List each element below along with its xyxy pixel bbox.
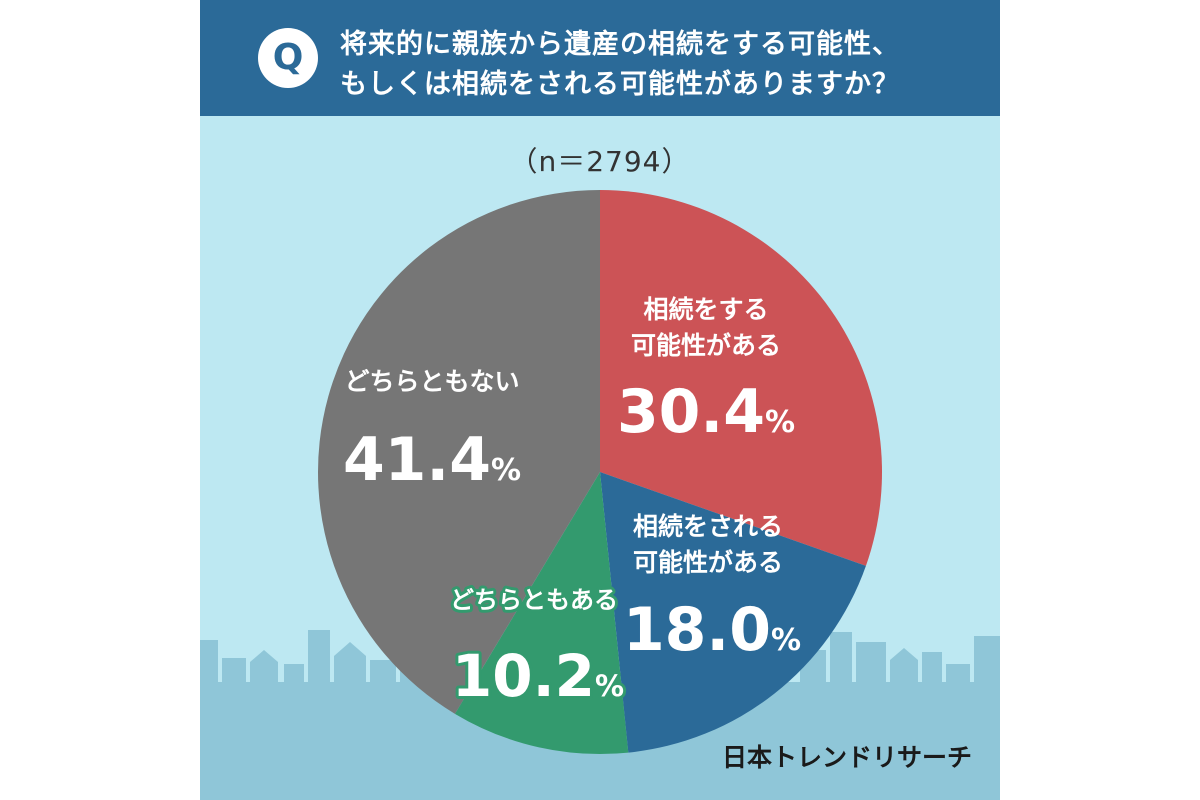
pie-slice-inherit — [600, 190, 883, 566]
pie-slice-both — [454, 472, 629, 754]
slice-value-inherited-from: 18.0% — [623, 595, 801, 665]
question-line-1: 将来的に親族から遺産の相続をする可能性、 — [340, 29, 900, 60]
slice-value-both: 10.2% — [452, 642, 624, 710]
brand-logo-text: 日本トレンドリサーチ — [721, 743, 972, 772]
question-header: Q 将来的に親族から遺産の相続をする可能性、 もしくは相続をされる可能性がありま… — [200, 0, 1000, 116]
pie-slice-inherited-from — [600, 472, 866, 753]
question-badge: Q — [258, 28, 318, 88]
pie-slice-neither — [318, 190, 600, 714]
slice-value-neither: 41.4% — [343, 425, 521, 495]
question-line-2: もしくは相続をされる可能性がありますか？ — [340, 69, 900, 100]
slice-label-inherit: 可能性がある — [631, 331, 781, 360]
slice-value-inherit: 30.4% — [617, 377, 795, 447]
slice-label-both: どちらともある — [450, 586, 618, 614]
slice-label-inherited-from: 可能性がある — [633, 548, 783, 577]
slice-label-neither: どちらともない — [344, 367, 519, 396]
slice-label-inherit: 相続をする — [643, 295, 768, 324]
slice-label-inherited-from: 相続をされる — [633, 512, 783, 541]
infographic-panel: Q 将来的に親族から遺産の相続をする可能性、 もしくは相続をされる可能性がありま… — [200, 0, 1000, 800]
sample-size-label: （n＝2794） — [509, 145, 691, 178]
